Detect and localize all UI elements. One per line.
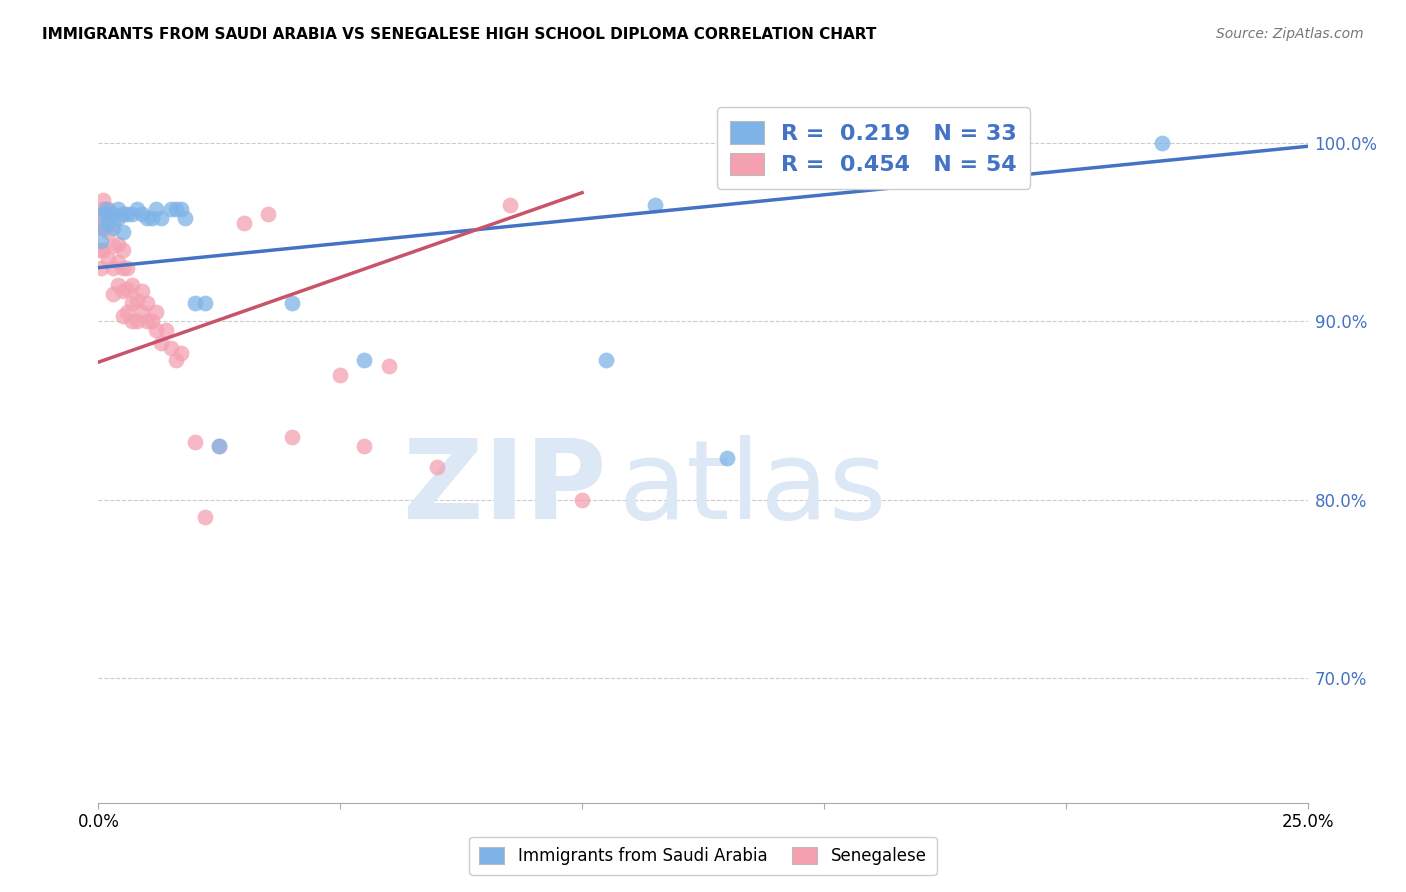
Point xyxy=(595,353,617,368)
Point xyxy=(131,305,153,319)
Point xyxy=(117,260,139,275)
Point xyxy=(90,260,112,275)
Point xyxy=(91,202,114,216)
Point xyxy=(353,439,375,453)
Point xyxy=(121,207,143,221)
Point xyxy=(101,239,124,253)
Point xyxy=(184,296,207,310)
Point xyxy=(145,323,167,337)
Point xyxy=(97,207,120,221)
Point xyxy=(208,439,231,453)
Point xyxy=(232,216,254,230)
Point xyxy=(498,198,520,212)
Point xyxy=(91,219,114,234)
Point xyxy=(150,335,173,350)
Point xyxy=(111,225,134,239)
Point xyxy=(121,278,143,293)
Point xyxy=(377,359,399,373)
Point xyxy=(131,207,153,221)
Point xyxy=(101,216,124,230)
Point xyxy=(111,243,134,257)
Point xyxy=(184,435,207,450)
Point xyxy=(169,202,191,216)
Point xyxy=(174,211,197,225)
Point xyxy=(107,237,129,252)
Point xyxy=(155,323,177,337)
Point xyxy=(644,198,666,212)
Point xyxy=(571,492,593,507)
Point xyxy=(165,353,187,368)
Point xyxy=(135,296,157,310)
Text: IMMIGRANTS FROM SAUDI ARABIA VS SENEGALESE HIGH SCHOOL DIPLOMA CORRELATION CHART: IMMIGRANTS FROM SAUDI ARABIA VS SENEGALE… xyxy=(42,27,876,42)
Point xyxy=(1152,136,1174,150)
Point xyxy=(145,305,167,319)
Point xyxy=(169,346,191,360)
Legend: R =  0.219   N = 33, R =  0.454   N = 54: R = 0.219 N = 33, R = 0.454 N = 54 xyxy=(717,107,1031,189)
Point xyxy=(127,202,149,216)
Point xyxy=(107,202,129,216)
Point xyxy=(135,314,157,328)
Point xyxy=(111,260,134,275)
Point xyxy=(94,202,117,216)
Point xyxy=(121,314,143,328)
Point xyxy=(160,202,183,216)
Point xyxy=(141,314,163,328)
Point xyxy=(97,202,120,216)
Point xyxy=(111,309,134,323)
Point xyxy=(281,296,304,310)
Point xyxy=(127,293,149,307)
Point xyxy=(281,430,304,444)
Point xyxy=(426,460,449,475)
Point xyxy=(111,284,134,298)
Point xyxy=(97,225,120,239)
Point xyxy=(194,510,217,524)
Point xyxy=(90,234,112,248)
Point xyxy=(353,353,375,368)
Point xyxy=(194,296,217,310)
Point xyxy=(141,211,163,225)
Point xyxy=(97,216,120,230)
Point xyxy=(716,451,738,466)
Point xyxy=(101,221,124,235)
Point xyxy=(135,211,157,225)
Legend: Immigrants from Saudi Arabia, Senegalese: Immigrants from Saudi Arabia, Senegalese xyxy=(470,837,936,875)
Point xyxy=(91,193,114,207)
Text: atlas: atlas xyxy=(619,435,887,542)
Point xyxy=(91,243,114,257)
Point xyxy=(101,207,124,221)
Point xyxy=(107,278,129,293)
Point xyxy=(165,202,187,216)
Point xyxy=(107,211,129,225)
Point xyxy=(329,368,352,382)
Text: ZIP: ZIP xyxy=(404,435,606,542)
Point xyxy=(121,296,143,310)
Point xyxy=(111,207,134,221)
Point xyxy=(117,282,139,296)
Point xyxy=(160,341,183,355)
Point xyxy=(150,211,173,225)
Point xyxy=(107,255,129,269)
Point xyxy=(145,202,167,216)
Point xyxy=(117,207,139,221)
Point xyxy=(101,260,124,275)
Point xyxy=(91,221,114,235)
Point xyxy=(131,284,153,298)
Point xyxy=(90,219,112,234)
Point xyxy=(89,243,111,257)
Point xyxy=(91,207,114,221)
Point xyxy=(117,305,139,319)
Point xyxy=(97,252,120,266)
Point xyxy=(91,207,114,221)
Point xyxy=(208,439,231,453)
Point xyxy=(256,207,278,221)
Point xyxy=(127,314,149,328)
Text: Source: ZipAtlas.com: Source: ZipAtlas.com xyxy=(1216,27,1364,41)
Point xyxy=(101,287,124,301)
